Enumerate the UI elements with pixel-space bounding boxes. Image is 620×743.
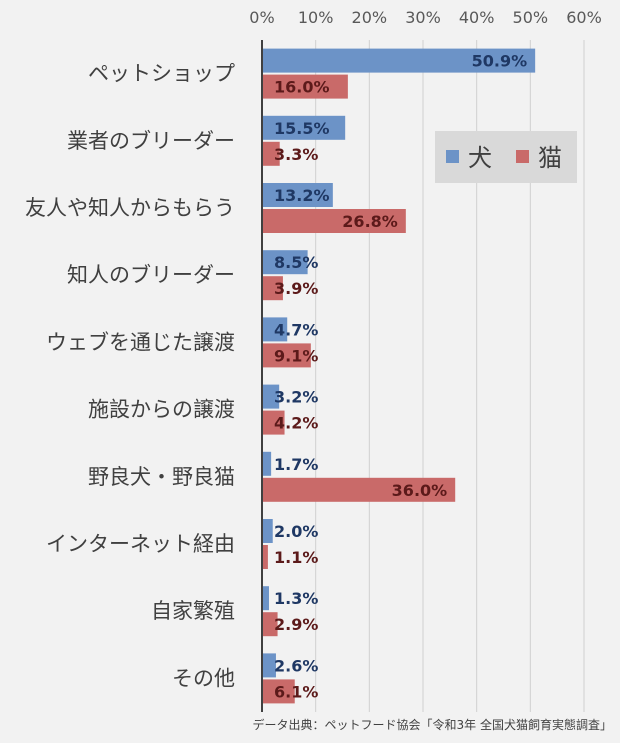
bar-cat xyxy=(262,545,268,569)
bar-dog xyxy=(262,586,269,611)
data-label: 26.8% xyxy=(342,212,398,231)
bar-cat xyxy=(262,410,285,435)
x-tick-label: 30% xyxy=(405,8,441,27)
category-label: 施設からの譲渡 xyxy=(88,398,235,422)
category-label: 自家繁殖 xyxy=(151,599,235,623)
bar-dog xyxy=(262,451,272,476)
bar-dog xyxy=(262,115,346,140)
category-label: 業者のブリーダー xyxy=(67,129,235,153)
data-label: 1.1% xyxy=(274,548,318,567)
data-label: 9.1% xyxy=(274,346,318,365)
bar-cat xyxy=(262,343,311,368)
legend-label-cat: 猫 xyxy=(538,144,562,172)
data-label: 15.5% xyxy=(274,119,330,138)
bar-dog xyxy=(262,250,308,275)
x-tick-label: 10% xyxy=(298,8,334,27)
data-label: 36.0% xyxy=(392,481,448,500)
bar-cat xyxy=(262,612,278,637)
data-label: 4.7% xyxy=(274,320,318,339)
source-note: データ出典：ペットフード協会「令和3年 全国犬猫飼育実態調査」 xyxy=(253,717,612,732)
data-label: 8.5% xyxy=(274,253,318,272)
data-label: 1.3% xyxy=(274,589,318,608)
legend-swatch-dog xyxy=(446,150,459,163)
bar-dog xyxy=(262,183,333,207)
data-label: 1.7% xyxy=(274,455,318,474)
legend-label-dog: 犬 xyxy=(468,144,492,172)
x-tick-label: 40% xyxy=(459,8,495,27)
x-tick-label: 20% xyxy=(352,8,388,27)
data-label: 3.2% xyxy=(274,388,318,407)
bar-cat xyxy=(262,74,348,99)
category-label: その他 xyxy=(172,666,235,690)
bar-cat xyxy=(262,276,283,301)
data-label: 3.3% xyxy=(274,145,318,164)
bar-cat xyxy=(262,477,456,502)
data-labels: 50.9% 16.0% 15.5% 3.3% 13.2% 26.8% 8.5% 3.9% 4.7… xyxy=(274,52,527,702)
bar-dog xyxy=(262,384,280,409)
bars xyxy=(262,48,536,704)
bar-cat xyxy=(262,209,406,233)
category-label: 野良犬・野良猫 xyxy=(88,465,235,489)
data-label: 16.0% xyxy=(274,78,330,97)
data-label: 13.2% xyxy=(274,186,330,205)
bar-cat xyxy=(262,141,280,166)
data-label: 4.2% xyxy=(274,414,318,433)
category-label: ウェブを通じた譲渡 xyxy=(46,330,235,354)
bar-dog xyxy=(262,48,536,73)
bar-dog xyxy=(262,519,273,543)
category-labels: ペットショップ業者のブリーダー友人や知人からもらう知人のブリーダーウェブを通じた… xyxy=(25,62,235,691)
category-label: インターネット経由 xyxy=(46,532,235,556)
data-label: 6.1% xyxy=(274,682,318,701)
data-label: 2.6% xyxy=(274,656,318,675)
legend-swatch-cat xyxy=(516,150,529,163)
data-label: 3.9% xyxy=(274,279,318,298)
legend: 犬 猫 xyxy=(435,131,577,183)
bar-dog xyxy=(262,653,276,678)
x-tick-label: 60% xyxy=(566,8,602,27)
bar-cat xyxy=(262,679,295,704)
x-tick-label: 50% xyxy=(513,8,549,27)
category-label: 知人のブリーダー xyxy=(67,263,235,287)
bar-dog xyxy=(262,317,288,342)
x-axis-ticks: 0% 10% 20% 30% 40% 50% 60% xyxy=(249,8,601,27)
x-tick-label: 0% xyxy=(249,8,274,27)
category-label: ペットショップ xyxy=(88,62,235,86)
data-label: 2.0% xyxy=(274,522,318,541)
data-label: 2.9% xyxy=(274,615,318,634)
category-label: 友人や知人からもらう xyxy=(25,196,235,220)
data-label: 50.9% xyxy=(472,52,528,71)
